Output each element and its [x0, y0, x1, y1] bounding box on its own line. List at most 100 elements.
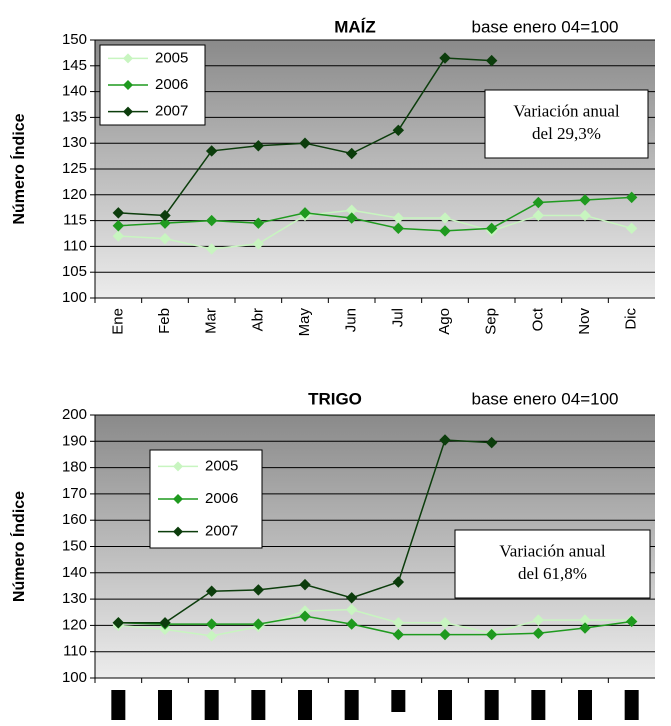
x-tick-label: Ago — [436, 308, 453, 335]
chart-subtitle: base enero 04=100 — [472, 389, 619, 408]
point — [299, 207, 311, 219]
y-tick-label: 140 — [62, 83, 87, 100]
point — [579, 209, 591, 222]
x-tick-label: Sep — [483, 308, 500, 335]
series-line — [118, 196, 632, 232]
point — [485, 436, 498, 449]
point — [579, 622, 591, 634]
point — [159, 232, 171, 245]
point — [392, 628, 405, 641]
point — [205, 585, 218, 597]
y-tick-label: 150 — [62, 31, 87, 48]
point — [345, 592, 358, 604]
point — [625, 222, 638, 235]
redaction — [298, 690, 312, 720]
chart-subtitle: base enero 04=100 — [472, 17, 619, 36]
y-tick-label: 130 — [62, 134, 87, 151]
point — [345, 212, 358, 224]
series-line — [118, 608, 632, 637]
annotation: Variación anual — [499, 542, 605, 561]
point — [299, 137, 311, 149]
y-tick-label: 180 — [62, 459, 87, 476]
chart-title: MAÍZ — [334, 17, 376, 36]
y-tick-label: 140 — [62, 564, 87, 581]
redaction — [251, 690, 266, 720]
legend-label: 2006 — [155, 76, 188, 93]
chart-title: TRIGO — [308, 389, 362, 408]
point — [485, 628, 498, 641]
legend-marker — [123, 80, 133, 90]
point — [205, 243, 218, 255]
redaction — [204, 690, 219, 720]
series-line — [118, 209, 632, 250]
annotation: del 61,8% — [518, 564, 587, 583]
point — [439, 225, 451, 237]
y-tick-label: 110 — [63, 237, 87, 254]
point — [392, 124, 405, 137]
x-tick-label: Nov — [576, 308, 593, 335]
point — [345, 147, 358, 160]
point — [252, 238, 265, 250]
point — [252, 217, 265, 229]
y-tick-label: 115 — [63, 212, 87, 229]
point — [532, 614, 545, 626]
redaction — [158, 690, 172, 720]
point — [205, 618, 218, 630]
redaction — [484, 690, 499, 720]
redaction — [391, 690, 406, 712]
point — [159, 617, 171, 629]
legend-label: 2005 — [155, 49, 188, 66]
redaction — [624, 690, 639, 720]
point — [205, 145, 218, 157]
legend-marker — [173, 461, 183, 472]
point — [579, 194, 591, 206]
y-tick-label: 200 — [62, 406, 87, 423]
annotation-box — [484, 89, 649, 159]
point — [159, 217, 171, 229]
annotation: del 29,3% — [532, 124, 601, 143]
legend-marker — [173, 494, 183, 504]
point — [112, 230, 125, 242]
redaction — [531, 690, 546, 720]
x-tick-label: Oct — [529, 307, 546, 331]
y-tick-label: 110 — [63, 643, 87, 660]
annotation-box — [454, 529, 651, 599]
point — [252, 618, 265, 630]
y-tick-label: 170 — [62, 485, 87, 502]
x-tick-label: Dic — [623, 308, 640, 330]
x-tick-label: Mar — [203, 308, 220, 334]
legend-marker — [173, 526, 183, 537]
y-tick-label: 190 — [62, 432, 87, 449]
point — [439, 628, 451, 641]
point — [252, 584, 265, 596]
legend-label: 2007 — [205, 523, 238, 540]
point — [532, 196, 545, 209]
point — [392, 576, 405, 588]
point — [439, 52, 451, 64]
point — [439, 434, 451, 446]
x-tick-label: Jul — [389, 308, 406, 327]
y-tick-label: 160 — [62, 511, 87, 528]
point — [345, 618, 358, 630]
x-tick-label: May — [296, 308, 313, 337]
annotation: Variación anual — [513, 102, 619, 121]
y-tick-label: 100 — [62, 289, 87, 306]
point — [485, 54, 498, 67]
y-tick-label: 125 — [62, 160, 87, 177]
legend-label: 2005 — [205, 457, 238, 474]
legend-marker — [123, 53, 133, 64]
point — [392, 222, 405, 235]
redaction — [578, 690, 592, 720]
y-tick-label: 105 — [62, 263, 87, 280]
point — [299, 610, 311, 622]
y-tick-label: 120 — [62, 186, 87, 203]
y-axis-label: Número Índice — [9, 491, 28, 602]
y-axis-label: Número Índice — [9, 113, 28, 224]
legend-label: 2007 — [155, 103, 188, 120]
series-line — [118, 615, 632, 636]
legend-marker — [123, 106, 133, 117]
point — [345, 603, 358, 616]
point — [112, 617, 125, 629]
legend-label: 2006 — [205, 490, 238, 507]
point — [112, 220, 125, 232]
